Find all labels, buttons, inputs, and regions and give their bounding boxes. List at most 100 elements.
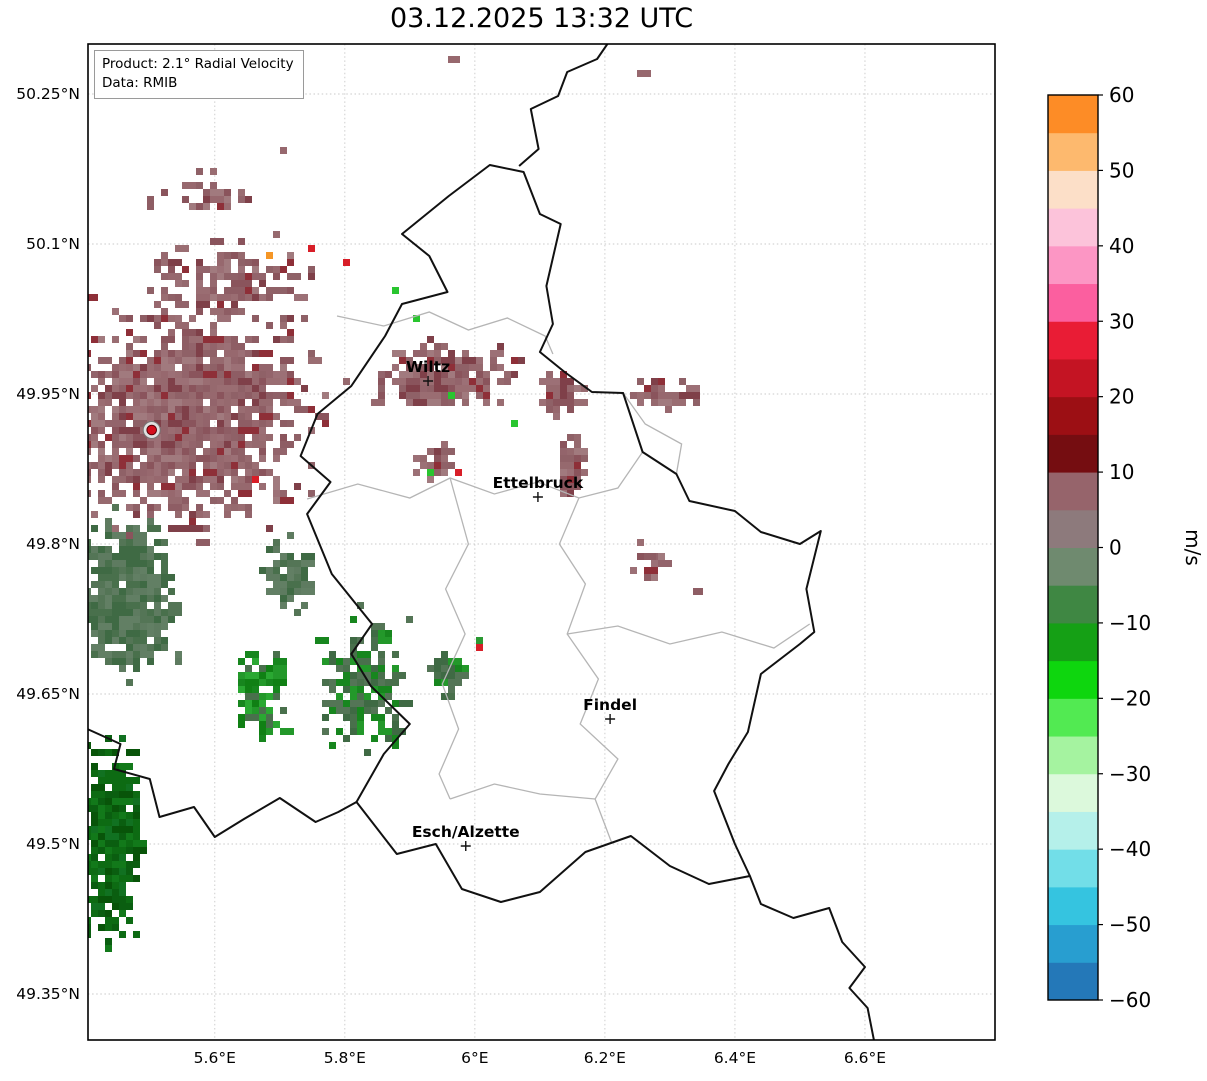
district-border-line	[558, 497, 619, 843]
legend-data-line: Data: RMIB	[102, 74, 178, 91]
cities: Wiltz Ettelbruck Findel Esch/Alzette	[406, 358, 637, 851]
y-tick-label: 49.95°N	[16, 385, 80, 403]
city-marker-icon	[605, 714, 616, 724]
y-tick-label: 49.35°N	[16, 985, 80, 1003]
radar-cell-speck	[280, 147, 287, 154]
x-tick-label: 6°E	[461, 1049, 488, 1067]
city-marker-icon	[460, 841, 471, 851]
colorbar-segment	[1048, 660, 1098, 699]
radar-cell-speck	[308, 245, 315, 252]
product-legend: Product: 2.1° Radial Velocity Data: RMIB	[94, 50, 304, 99]
neighbour-border-line	[748, 875, 875, 1040]
colorbar-segment	[1048, 811, 1098, 850]
radar-cell-speck	[476, 644, 483, 651]
plot-background	[88, 44, 995, 1040]
y-tick-label: 49.8°N	[26, 535, 80, 553]
colorbar-segment	[1048, 886, 1098, 926]
colorbar-tick-label: 60	[1109, 83, 1134, 107]
colorbar-segment	[1048, 132, 1098, 171]
colorbar-tick-label: 0	[1109, 536, 1122, 560]
city-marker-icon	[423, 376, 434, 386]
district-border-line	[336, 311, 554, 355]
radar-cell-speck	[343, 259, 350, 266]
x-tick-label: 6.2°E	[584, 1049, 626, 1067]
district-borders	[306, 311, 811, 843]
colorbar-segment	[1048, 622, 1098, 662]
x-tick-label: 6.4°E	[714, 1049, 756, 1067]
radar-cell-speck	[427, 469, 434, 476]
colorbar-unit-label: m/s	[1181, 529, 1205, 566]
colorbar-segment	[1048, 849, 1098, 888]
colorbar-segment	[1048, 509, 1098, 548]
colorbar-tick-label: 50	[1109, 158, 1134, 182]
luxembourg-border	[299, 164, 822, 903]
colorbar-segment	[1048, 924, 1098, 963]
axis-tick-labels: 50.25°N 50.1°N 49.95°N 49.8°N 49.65°N 49.5°N 4…	[16, 85, 886, 1067]
radar-cell-speck	[455, 469, 462, 476]
radar-site-dot-icon	[146, 424, 158, 436]
district-border-line	[449, 783, 596, 800]
colorbar-segment	[1048, 358, 1098, 398]
colorbar-tick-label: 20	[1109, 385, 1134, 409]
colorbar-tick-label: −60	[1109, 988, 1151, 1012]
radar-cell-speck	[448, 392, 455, 399]
y-tick-label: 50.1°N	[26, 235, 80, 253]
city-label: Esch/Alzette	[412, 823, 520, 841]
colorbar-tick-label: 10	[1109, 460, 1134, 484]
plot-frame	[87, 43, 996, 1041]
neighbour-border-line	[518, 44, 609, 167]
city-label: Wiltz	[406, 358, 450, 376]
radar-cell-speck	[476, 637, 483, 644]
x-tick-label: 6.6°E	[844, 1049, 886, 1067]
radar-cell-speck	[644, 553, 656, 560]
colorbar: 60 50 40 30 20 10 0 −10 −20 −30 −40 −50 −60 m/s	[1047, 83, 1205, 1012]
radar-cell-speck	[392, 287, 399, 294]
colorbar-segment	[1048, 245, 1098, 285]
radar-cell-speck	[693, 588, 703, 595]
colorbar-segment	[1048, 95, 1098, 134]
colorbar-segment	[1048, 472, 1098, 511]
colorbar-tick-label: −20	[1109, 686, 1151, 710]
colorbar-segment	[1048, 585, 1098, 624]
radar-cell-speck	[511, 420, 518, 427]
radar-cell-speck	[448, 56, 460, 63]
city-label: Ettelbruck	[493, 474, 584, 492]
colorbar-tick-label: −40	[1109, 837, 1151, 861]
colorbar-segment	[1048, 321, 1098, 360]
neighbour-border-line	[88, 728, 357, 838]
y-tick-label: 50.25°N	[16, 85, 80, 103]
figure-title: 03.12.2025 13:32 UTC	[389, 3, 694, 34]
colorbar-segment	[1048, 736, 1098, 775]
colorbar-segment	[1048, 283, 1098, 322]
radar-cell-speck	[637, 70, 651, 77]
colorbar-tick-label: 30	[1109, 309, 1134, 333]
colorbar-segment	[1048, 208, 1098, 247]
district-border-line	[567, 623, 811, 649]
radar-cell-speck	[266, 252, 273, 259]
city-label: Findel	[583, 696, 637, 714]
colorbar-tick-label: 40	[1109, 234, 1134, 258]
graticule	[88, 44, 995, 1040]
colorbar-segment	[1048, 547, 1098, 586]
district-border-line	[306, 451, 644, 500]
district-border-line	[438, 477, 470, 800]
x-tick-label: 5.6°E	[194, 1049, 236, 1067]
y-tick-label: 49.65°N	[16, 685, 80, 703]
radar-cell-speck	[252, 476, 259, 483]
x-tick-label: 5.8°E	[324, 1049, 366, 1067]
colorbar-segment	[1048, 170, 1098, 209]
y-tick-label: 49.5°N	[26, 835, 80, 853]
country-borders	[88, 44, 875, 1040]
legend-product-line: Product: 2.1° Radial Velocity	[102, 56, 294, 72]
colorbar-segment	[1048, 396, 1098, 435]
colorbar-segment	[1048, 962, 1098, 1001]
colorbar-segment	[1048, 773, 1098, 812]
district-border-line	[622, 392, 683, 475]
colorbar-segment	[1048, 434, 1098, 473]
colorbar-tick-label: −10	[1109, 611, 1151, 635]
colorbar-tick-label: −30	[1109, 762, 1151, 786]
colorbar-segment	[1048, 698, 1098, 737]
colorbar-tick-label: −50	[1109, 913, 1151, 937]
radar-cell-speck	[413, 315, 420, 322]
